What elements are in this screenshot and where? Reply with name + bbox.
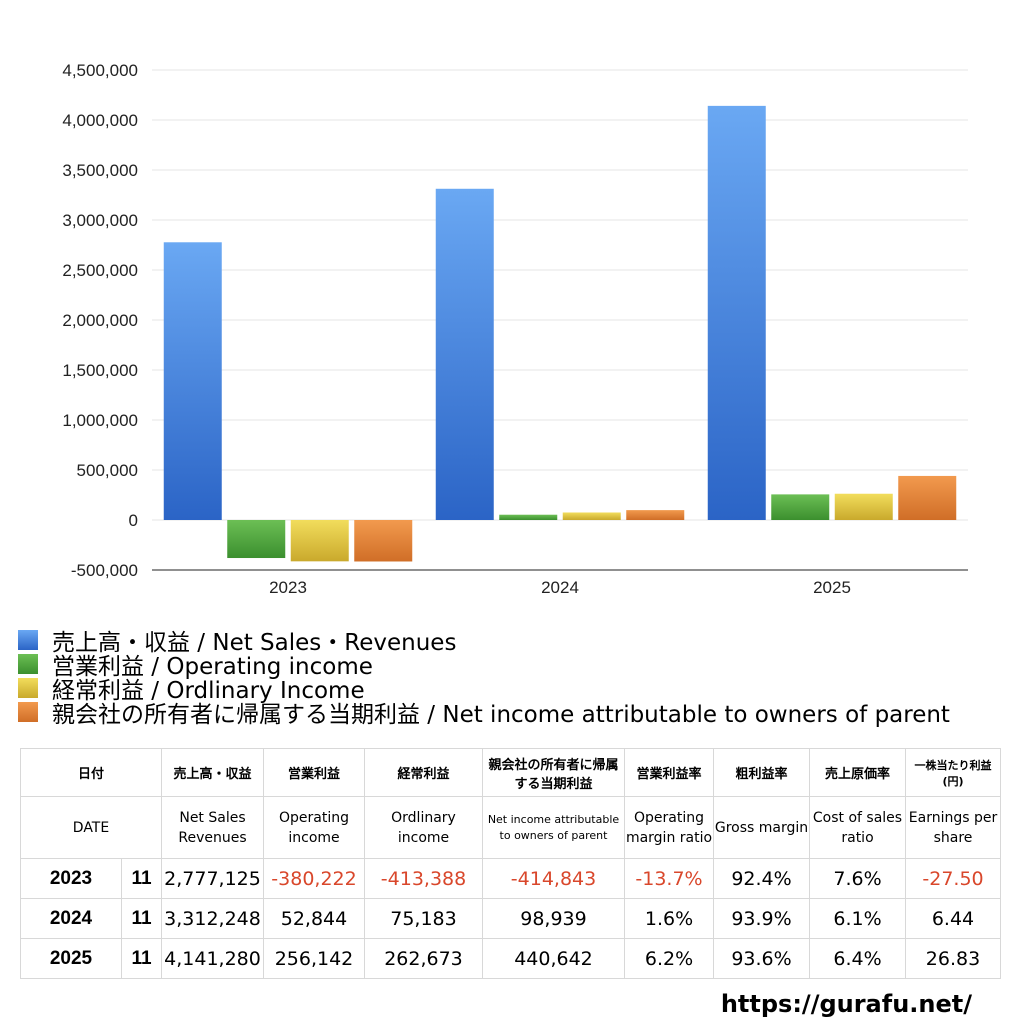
bar-ordinary-income-2023: [290, 520, 349, 562]
table-header-row-en: DATE Net Sales Revenues Operating income…: [20, 796, 1001, 859]
row-month: 11: [121, 938, 162, 979]
x-tick-label: 2024: [541, 578, 579, 597]
cell-operating-income: 52,844: [263, 898, 365, 939]
table-header-row-jp: 日付 売上高・収益 営業利益 経常利益 親会社の所有者に帰属する当期利益 営業利…: [20, 748, 1001, 797]
header-ordinary-income-en: Ordlinary income: [364, 796, 483, 859]
header-operating-margin-en: Operating margin ratio: [624, 796, 714, 859]
cell-eps: -27.50: [905, 858, 1001, 899]
cell-net-income: 98,939: [482, 898, 625, 939]
header-cost-ratio-en: Cost of sales ratio: [809, 796, 906, 859]
header-net-sales-en: Net Sales Revenues: [161, 796, 264, 859]
cell-ordinary-income: 262,673: [364, 938, 483, 979]
bar-ordinary-income-2025: [834, 493, 893, 520]
header-net-income-jp: 親会社の所有者に帰属する当期利益: [482, 748, 625, 797]
legend-item-net-income: 親会社の所有者に帰属する当期利益 / Net income attributab…: [18, 700, 950, 728]
header-date-jp: 日付: [20, 748, 162, 797]
bar-operating-income-2023: [227, 520, 286, 559]
bar-chart: -500,000 0 500,000 1,000,000 1,500,000 2,000,…: [62, 61, 968, 597]
gridlines: [152, 69, 968, 521]
legend-swatch-net-sales: [18, 630, 38, 650]
legend-swatch-ordinary-income: [18, 678, 38, 698]
legend-item-operating-income: 営業利益 / Operating income: [18, 652, 950, 680]
header-eps-en: Earnings per share: [905, 796, 1001, 859]
cell-gross-margin: 93.9%: [713, 898, 810, 939]
x-tick-label: 2023: [269, 578, 307, 597]
table-row: 2023 11 2,777,125 -380,222 -413,388 -414…: [20, 858, 1001, 899]
y-tick-label: 4,000,000: [62, 111, 138, 130]
header-cost-ratio-jp: 売上原価率: [809, 748, 906, 797]
table-row: 2025 11 4,141,280 256,142 262,673 440,64…: [20, 938, 1001, 979]
bar-net-income-2023: [354, 520, 413, 562]
cell-net-income: 440,642: [482, 938, 625, 979]
row-month: 11: [121, 898, 162, 939]
cell-cost-ratio: 6.1%: [809, 898, 906, 939]
header-gross-margin-en: Gross margin: [713, 796, 810, 859]
cell-net-sales: 3,312,248: [161, 898, 264, 939]
bar-ordinary-income-2024: [562, 512, 621, 520]
y-tick-label: 1,500,000: [62, 361, 138, 380]
cell-net-sales: 4,141,280: [161, 938, 264, 979]
y-tick-label: 3,500,000: [62, 161, 138, 180]
y-tick-label: 1,000,000: [62, 411, 138, 430]
legend-swatch-operating-income: [18, 654, 38, 674]
cell-eps: 6.44: [905, 898, 1001, 939]
cell-operating-margin: 6.2%: [624, 938, 714, 979]
bar-net-sales-2024: [435, 188, 494, 520]
table-row: 2024 11 3,312,248 52,844 75,183 98,939 1…: [20, 898, 1001, 939]
cell-cost-ratio: 6.4%: [809, 938, 906, 979]
cell-operating-income: 256,142: [263, 938, 365, 979]
y-tick-label: 2,500,000: [62, 261, 138, 280]
bar-net-income-2025: [898, 475, 957, 520]
cell-ordinary-income: -413,388: [364, 858, 483, 899]
row-year: 2025: [20, 938, 122, 979]
y-tick-label: -500,000: [71, 561, 138, 580]
legend-item-net-sales: 売上高・収益 / Net Sales・Revenues: [18, 628, 950, 656]
row-month: 11: [121, 858, 162, 899]
header-ordinary-income-jp: 経常利益: [364, 748, 483, 797]
legend-label: 親会社の所有者に帰属する当期利益 / Net income attributab…: [52, 702, 950, 728]
header-operating-income-jp: 営業利益: [263, 748, 365, 797]
y-tick-label: 2,000,000: [62, 311, 138, 330]
bar-net-sales-2025: [707, 105, 766, 520]
cell-gross-margin: 92.4%: [713, 858, 810, 899]
cell-gross-margin: 93.6%: [713, 938, 810, 979]
header-net-income-en: Net income attributable to owners of par…: [482, 796, 625, 859]
bar-net-sales-2023: [163, 242, 222, 520]
legend-label: 売上高・収益 / Net Sales・Revenues: [52, 630, 457, 656]
x-axis-ticks: 2023 2024 2025: [269, 578, 851, 597]
legend-label: 経常利益 / Ordlinary Income: [52, 678, 365, 704]
cell-cost-ratio: 7.6%: [809, 858, 906, 899]
cell-net-sales: 2,777,125: [161, 858, 264, 899]
header-gross-margin-jp: 粗利益率: [713, 748, 810, 797]
header-operating-income-en: Operating income: [263, 796, 365, 859]
cell-eps: 26.83: [905, 938, 1001, 979]
cell-net-income: -414,843: [482, 858, 625, 899]
cell-operating-margin: 1.6%: [624, 898, 714, 939]
y-tick-label: 4,500,000: [62, 61, 138, 80]
x-tick-label: 2025: [813, 578, 851, 597]
header-date-en: DATE: [20, 796, 162, 859]
y-axis-ticks: -500,000 0 500,000 1,000,000 1,500,000 2,000,…: [62, 61, 138, 580]
bars: [163, 105, 957, 562]
bar-operating-income-2024: [499, 514, 558, 520]
bar-operating-income-2025: [771, 494, 830, 520]
site-url[interactable]: https://gurafu.net/: [720, 990, 972, 1018]
y-tick-label: 0: [129, 511, 138, 530]
chart-legend: 売上高・収益 / Net Sales・Revenues 営業利益 / Opera…: [18, 628, 950, 728]
legend-swatch-net-income: [18, 702, 38, 722]
financial-table: 日付 売上高・収益 営業利益 経常利益 親会社の所有者に帰属する当期利益 営業利…: [20, 748, 1001, 979]
row-year: 2023: [20, 858, 122, 899]
header-net-sales-jp: 売上高・収益: [161, 748, 264, 797]
y-tick-label: 3,000,000: [62, 211, 138, 230]
cell-operating-income: -380,222: [263, 858, 365, 899]
header-operating-margin-jp: 営業利益率: [624, 748, 714, 797]
legend-item-ordinary-income: 経常利益 / Ordlinary Income: [18, 676, 950, 704]
header-eps-jp: 一株当たり利益(円): [905, 748, 1001, 797]
cell-ordinary-income: 75,183: [364, 898, 483, 939]
y-tick-label: 500,000: [77, 461, 138, 480]
cell-operating-margin: -13.7%: [624, 858, 714, 899]
row-year: 2024: [20, 898, 122, 939]
bar-net-income-2024: [626, 510, 685, 520]
legend-label: 営業利益 / Operating income: [52, 654, 373, 680]
